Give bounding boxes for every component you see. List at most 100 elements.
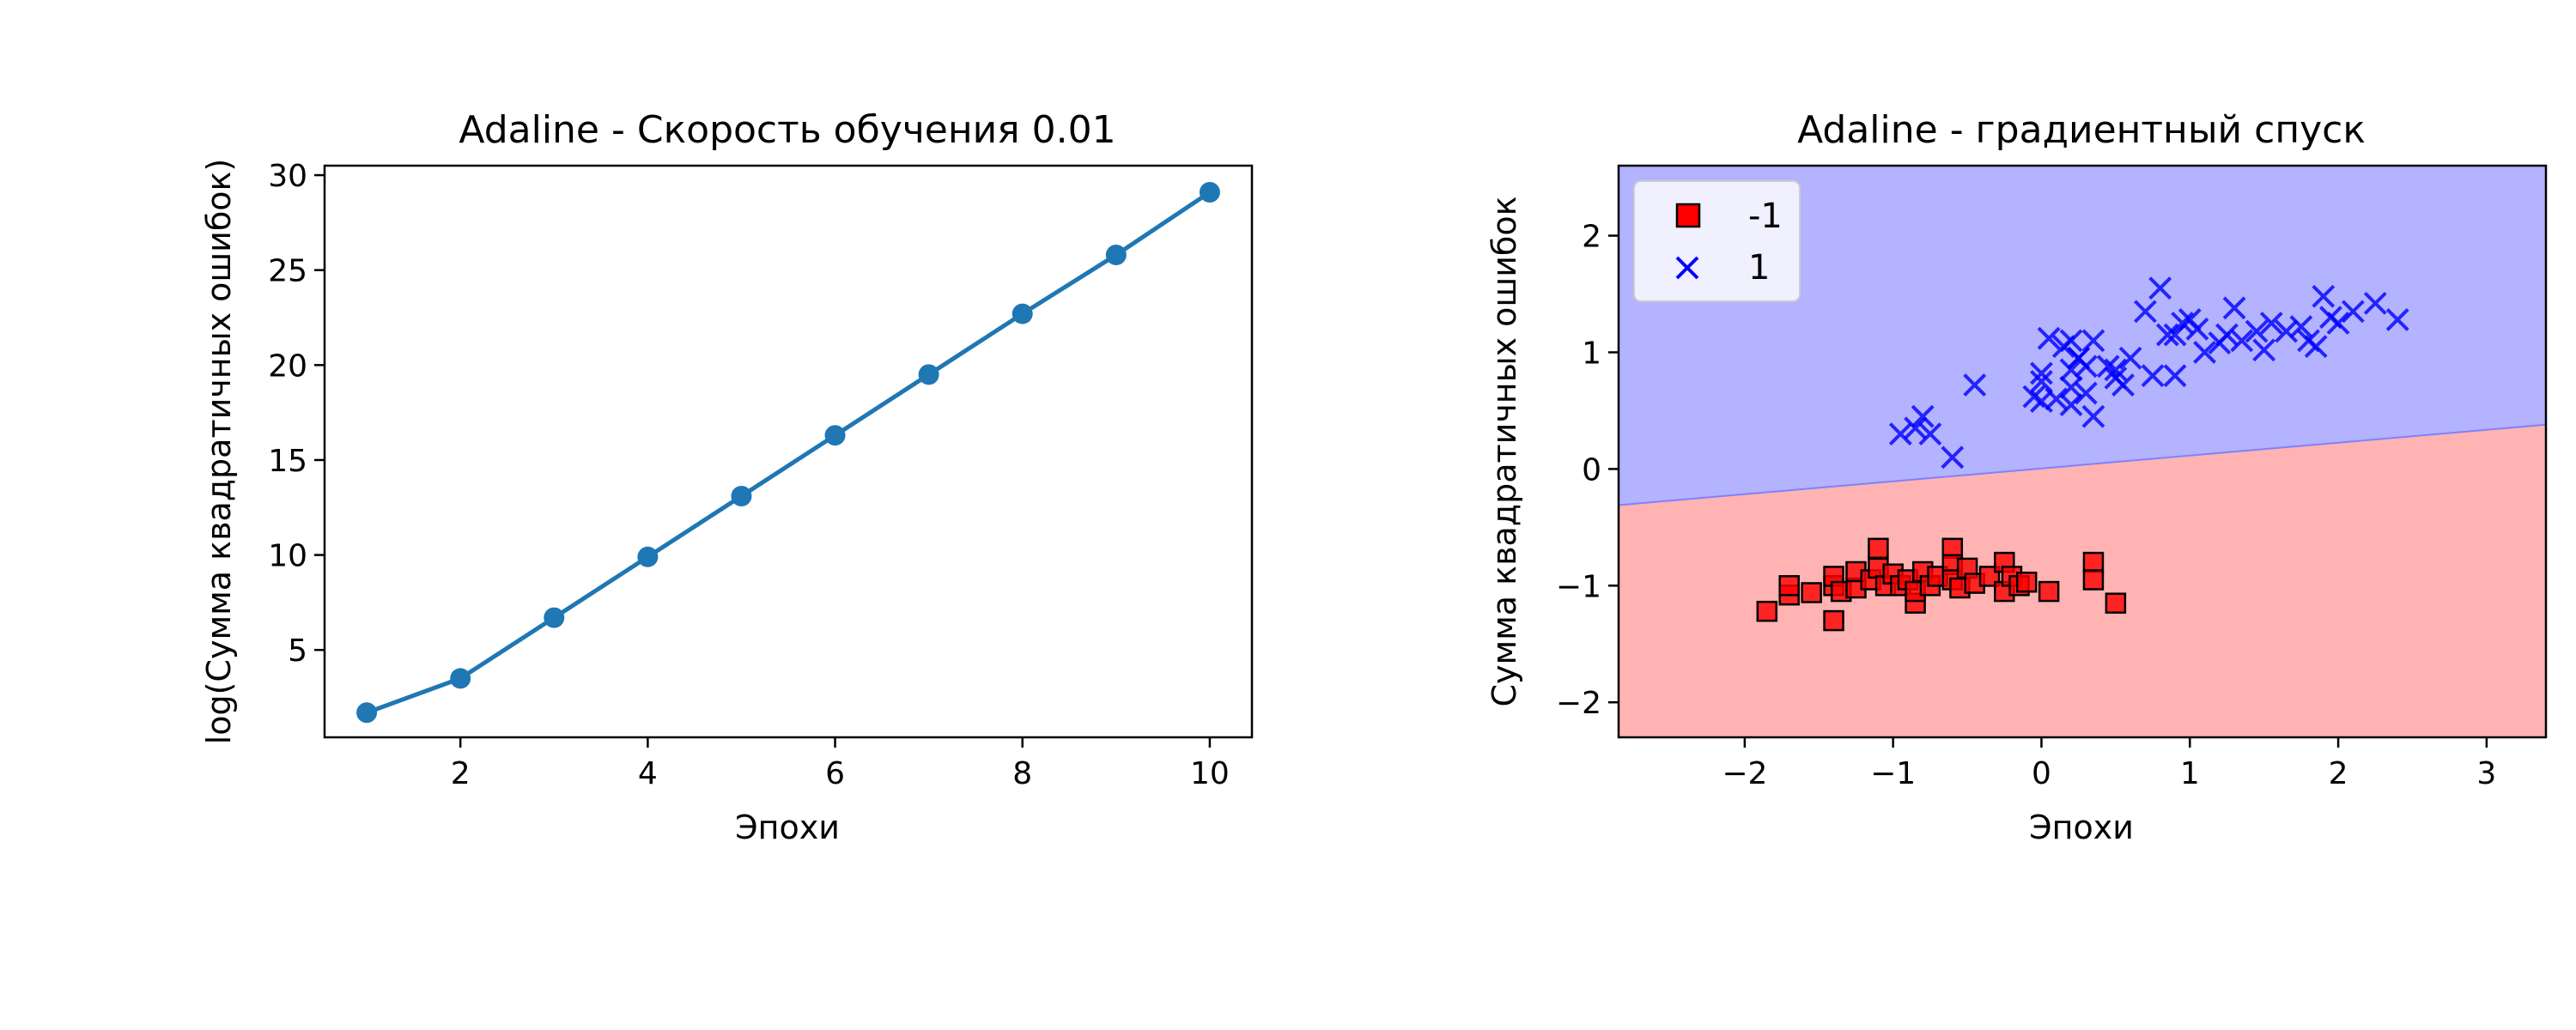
data-point-pos [2030, 370, 2053, 393]
data-point [637, 546, 659, 567]
x-mark-stroke [1888, 422, 1912, 446]
data-point [731, 485, 752, 506]
data-point-neg [1756, 600, 1778, 622]
x-mark-stroke [2074, 381, 2098, 405]
data-point-pos [2312, 284, 2336, 308]
data-point-pos [2171, 312, 2195, 335]
data-point [824, 425, 846, 446]
data-point-pos [1888, 422, 1912, 446]
series-line [366, 190, 1212, 715]
data-point-neg [1778, 575, 1800, 597]
x-tick-label: 1 [2180, 756, 2200, 791]
x-mark-stroke [2275, 319, 2299, 343]
x-tick-label: 10 [1190, 756, 1230, 791]
data-point-pos [1963, 373, 1987, 397]
x-mark-stroke [2215, 323, 2239, 347]
x-tick-label: 6 [825, 756, 845, 791]
x-mark-stroke [2096, 354, 2120, 379]
data-point-pos [2289, 315, 2313, 338]
x-axis-ticks: −2 −1 0 1 2 3 [1722, 737, 2496, 791]
data-point-neg [2105, 592, 2127, 614]
x-mark-stroke [2134, 300, 2157, 324]
x-mark-stroke [2385, 307, 2409, 331]
x-mark-stroke [2022, 385, 2046, 409]
y-axis-ticks: 5 10 15 20 25 30 [268, 159, 325, 669]
x-mark-stroke [2059, 375, 2083, 399]
y-axis-ticks: −2 −1 0 1 2 [1556, 220, 1619, 721]
data-point-pos [2163, 364, 2187, 388]
data-point [1012, 303, 1033, 324]
legend-x-marker-icon [1675, 256, 1699, 280]
data-point-pos [1904, 416, 1928, 440]
x-mark-stroke [2111, 373, 2135, 397]
x-tick-label: 4 [638, 756, 658, 791]
x-mark-stroke [2059, 358, 2083, 382]
x-mark-stroke [2155, 323, 2179, 347]
y-tick-label: −2 [1556, 686, 1601, 721]
data-point [356, 702, 378, 724]
data-point-pos [2252, 338, 2276, 362]
x-mark-stroke [2312, 284, 2336, 308]
y-tick-label: 0 [1582, 452, 1601, 488]
data-point [1199, 181, 1220, 203]
x-mark-stroke [2245, 319, 2269, 343]
data-point-pos [2215, 323, 2239, 347]
data-point-pos [2081, 404, 2105, 428]
data-point-pos [2230, 329, 2254, 353]
x-tick-label: 8 [1012, 756, 1032, 791]
data-point [918, 364, 939, 385]
x-mark-stroke [2171, 312, 2195, 335]
chart-title: Adaline - Скорость обучения 0.01 [459, 108, 1115, 152]
data-point-pos [2385, 307, 2409, 331]
legend-label-pos: 1 [1748, 248, 1770, 288]
data-point-neg [1823, 609, 1844, 632]
data-point-pos [2096, 354, 2120, 379]
y-tick-label: 25 [268, 254, 307, 289]
data-point-neg [2038, 580, 2060, 603]
legend-square-marker-icon [1675, 203, 1701, 228]
data-point-neg [2015, 571, 2038, 593]
x-mark-stroke [2326, 312, 2350, 335]
decision-region-chart: Adaline - градиентный спуск −2 −1 0 1 2 3 −2−… [1485, 108, 2548, 846]
data-point-pos [2118, 346, 2142, 370]
data-point-pos [2341, 300, 2365, 324]
y-tick-label: 30 [268, 159, 307, 194]
x-mark-stroke [2363, 291, 2387, 315]
x-tick-label: 3 [2476, 756, 2496, 791]
data-point-neg [2082, 569, 2105, 591]
x-mark-stroke [2259, 312, 2283, 335]
x-mark-stroke [2037, 326, 2061, 350]
y-tick-label: 10 [268, 539, 307, 574]
data-point [544, 607, 565, 628]
data-point-pos [2111, 373, 2135, 397]
plot-area [356, 181, 1220, 724]
y-tick-label: 5 [288, 633, 307, 669]
x-mark-stroke [2059, 393, 2083, 417]
data-point-neg [1801, 582, 1822, 603]
data-point-pos [2030, 390, 2053, 413]
x-mark-stroke [1911, 404, 1935, 428]
y-tick-label: 15 [268, 444, 307, 479]
axes-frame [1617, 164, 2548, 739]
data-point-pos [1911, 404, 1935, 428]
data-point-pos [1941, 445, 1965, 470]
data-point-pos [2104, 358, 2128, 382]
decision-regions [1618, 166, 2547, 737]
data-point-pos [2081, 329, 2105, 353]
y-tick-label: 20 [268, 348, 307, 384]
x-axis-ticks: 2 4 6 8 10 [451, 737, 1230, 791]
x-mark-stroke [2230, 329, 2254, 353]
data-point-pos [2245, 319, 2269, 343]
x-tick-label: −1 [1870, 756, 1916, 791]
x-axis-label: Эпохи [2029, 809, 2134, 846]
x-mark-stroke [1918, 422, 1942, 446]
data-point-pos [2155, 323, 2179, 347]
y-axis-label: Сумма квадратичных ошибок [1485, 196, 1523, 706]
legend-frame [1633, 180, 1801, 302]
x-mark-stroke [2044, 387, 2069, 411]
x-mark-stroke [2059, 329, 2083, 353]
x-mark-stroke [2030, 370, 2053, 393]
x-mark-stroke [2067, 346, 2091, 370]
chart-title: Adaline - градиентный спуск [1797, 108, 2366, 152]
y-tick-label: 2 [1582, 220, 1601, 255]
